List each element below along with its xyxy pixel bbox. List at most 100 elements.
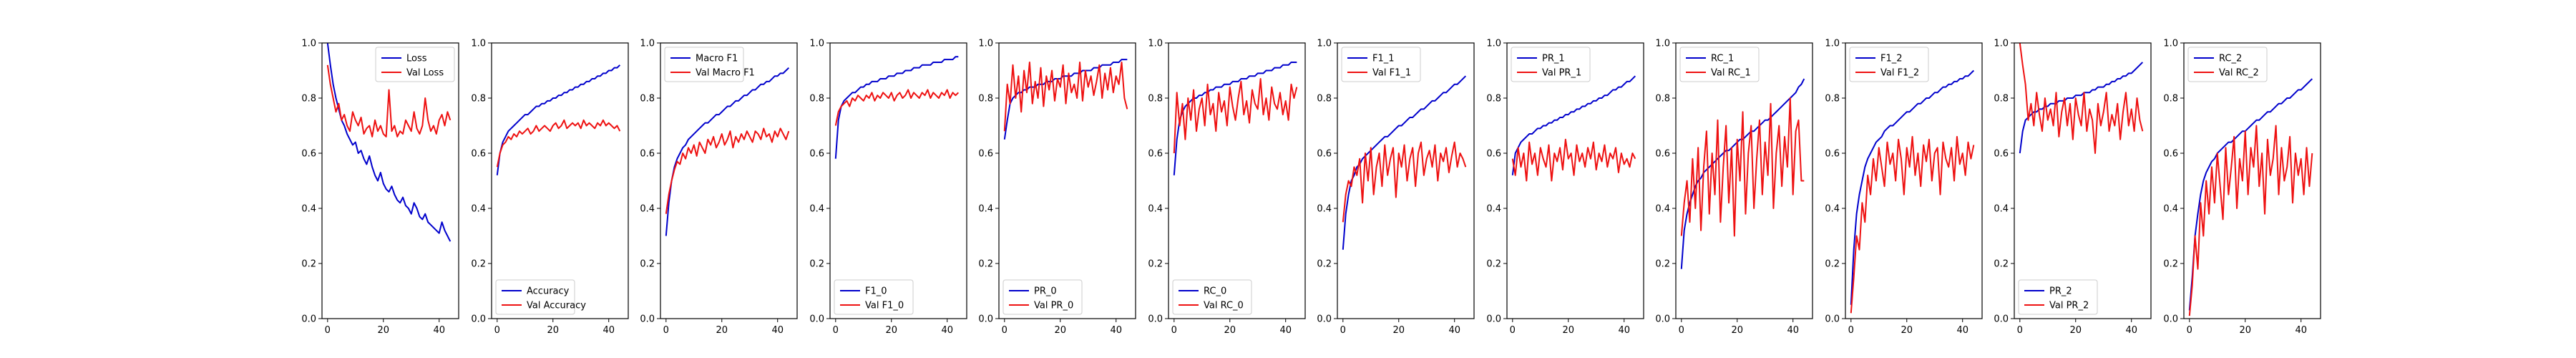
x-tick-label: 40 <box>2295 325 2307 336</box>
axes-frame <box>1675 42 1813 319</box>
y-tick-label: 0.2 <box>1655 259 1670 270</box>
x-tick-label: 40 <box>433 325 445 336</box>
legend-label: Val Macro F1 <box>696 68 755 79</box>
series-line-val <box>496 119 621 168</box>
x-tick-label: 20 <box>885 325 897 336</box>
y-tick-label: 0.0 <box>640 314 655 325</box>
legend-label: Val RC_1 <box>1711 68 1751 79</box>
series-line-train <box>2019 62 2144 154</box>
y-tick-label: 1.0 <box>640 39 655 49</box>
y-tick-label: 0.8 <box>1317 94 1332 105</box>
subplot-3: 0.0 0.2 0.4 0.6 0.8 1.0 0 20 40 Macro F1 Val Macro… <box>640 39 798 336</box>
x-tick-label: 0 <box>325 325 331 336</box>
legend-label: Val F1_2 <box>1880 68 1919 79</box>
series-line-val <box>2188 125 2313 316</box>
y-tick-label: 0.6 <box>1655 149 1670 160</box>
x-tick-label: 20 <box>716 325 728 336</box>
x-tick-label: 20 <box>547 325 559 336</box>
y-tick-label: 0.0 <box>301 314 316 325</box>
y-tick-label: 0.8 <box>2163 94 2178 105</box>
y-tick-label: 0.6 <box>471 149 486 160</box>
series-line-val <box>1680 97 1805 237</box>
series-line-train <box>1003 59 1128 140</box>
y-tick-label: 0.0 <box>978 314 993 325</box>
x-tick-label: 40 <box>941 325 953 336</box>
x-tick-label: 0 <box>1848 325 1854 336</box>
legend: PR_1 Val PR_1 <box>1511 47 1591 82</box>
y-tick-label: 0.6 <box>809 149 824 160</box>
legend-label: F1_2 <box>1880 54 1903 64</box>
legend-label: Val Accuracy <box>527 301 586 311</box>
x-tick-label: 40 <box>602 325 615 336</box>
series-line-val <box>1850 135 1975 314</box>
y-tick-label: 1.0 <box>301 39 316 49</box>
y-tick-label: 1.0 <box>1994 39 2009 49</box>
legend-label: Val PR_2 <box>2049 301 2089 311</box>
x-tick-label: 40 <box>2125 325 2137 336</box>
y-tick-label: 0.8 <box>1994 94 2009 105</box>
legend-label: Val PR_0 <box>1034 301 1073 311</box>
y-tick-label: 0.4 <box>1317 204 1332 215</box>
y-tick-label: 0.0 <box>1317 314 1332 325</box>
y-tick-label: 0.8 <box>1148 94 1163 105</box>
y-tick-label: 0.8 <box>809 94 824 105</box>
y-tick-label: 1.0 <box>2163 39 2178 49</box>
y-tick-label: 1.0 <box>978 39 993 49</box>
x-tick-label: 40 <box>1956 325 1968 336</box>
x-tick-label: 20 <box>2239 325 2251 336</box>
x-tick-label: 0 <box>663 325 669 336</box>
legend: F1_2 Val F1_2 <box>1849 47 1929 82</box>
x-tick-label: 0 <box>1679 325 1684 336</box>
series-line-train <box>1680 78 1805 269</box>
y-tick-label: 0.8 <box>1825 94 1840 105</box>
x-tick-label: 20 <box>1392 325 1405 336</box>
series-line-val <box>1173 78 1298 154</box>
legend: RC_2 Val RC_2 <box>2187 47 2268 82</box>
axes-frame <box>660 42 798 319</box>
x-tick-label: 0 <box>1340 325 1346 336</box>
y-tick-label: 1.0 <box>1148 39 1163 49</box>
axes-frame <box>1506 42 1644 319</box>
y-tick-label: 0.2 <box>809 259 824 270</box>
x-tick-label: 20 <box>1562 325 1574 336</box>
y-tick-label: 0.0 <box>1994 314 2009 325</box>
axes-frame <box>491 42 629 319</box>
y-tick-label: 0.0 <box>2163 314 2178 325</box>
x-tick-label: 20 <box>1731 325 1743 336</box>
axes-frame <box>1337 42 1475 319</box>
y-tick-label: 0.4 <box>1825 204 1840 215</box>
series-line-val <box>1003 61 1128 132</box>
series-line-train <box>1342 75 1467 250</box>
legend-label: Val PR_1 <box>1542 68 1581 79</box>
series-line-train <box>496 64 621 175</box>
y-tick-label: 0.2 <box>1486 259 1501 270</box>
y-tick-label: 1.0 <box>1317 39 1332 49</box>
y-tick-label: 0.0 <box>1655 314 1670 325</box>
axes-frame <box>1168 42 1306 319</box>
legend-label: Val F1_1 <box>1372 68 1411 79</box>
y-tick-label: 0.2 <box>301 259 316 270</box>
legend-label: Macro F1 <box>696 54 738 64</box>
x-tick-label: 20 <box>1901 325 1913 336</box>
legend-label: Val RC_0 <box>1204 301 1244 311</box>
legend-label: RC_0 <box>1204 286 1226 297</box>
y-tick-label: 0.2 <box>1994 259 2009 270</box>
subplot-10: 0.0 0.2 0.4 0.6 0.8 1.0 0 20 40 F1_2 Val F1_2 <box>1825 39 1983 336</box>
y-tick-label: 1.0 <box>1655 39 1670 49</box>
series-line-train <box>2188 78 2313 311</box>
x-tick-label: 40 <box>1448 325 1460 336</box>
series-line-train <box>665 67 790 236</box>
y-tick-label: 0.0 <box>471 314 486 325</box>
y-tick-label: 0.2 <box>1317 259 1332 270</box>
subplot-6: 0.0 0.2 0.4 0.6 0.8 1.0 0 20 40 RC_0 Val RC_0 <box>1148 39 1306 336</box>
y-tick-label: 1.0 <box>809 39 824 49</box>
y-tick-label: 0.8 <box>640 94 655 105</box>
y-tick-label: 0.4 <box>301 204 316 215</box>
subplot-1: 0.0 0.2 0.4 0.6 0.8 1.0 0 20 40 Loss Val Loss <box>301 39 459 336</box>
y-tick-label: 0.4 <box>640 204 655 215</box>
legend-label: F1_1 <box>1372 54 1395 64</box>
y-tick-label: 0.2 <box>471 259 486 270</box>
axes-frame <box>2183 42 2321 319</box>
x-tick-label: 0 <box>833 325 839 336</box>
y-tick-label: 0.6 <box>1148 149 1163 160</box>
